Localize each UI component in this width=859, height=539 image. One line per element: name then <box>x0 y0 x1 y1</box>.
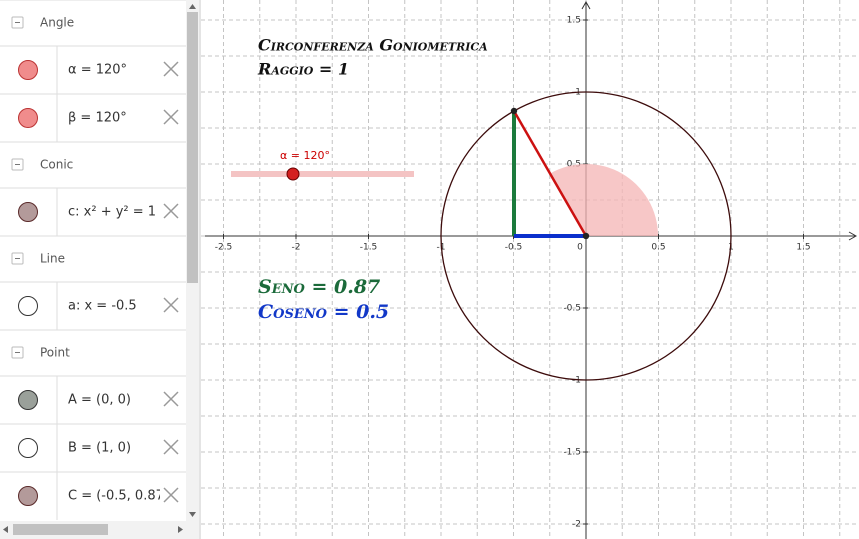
visibility-toggle[interactable] <box>18 438 38 458</box>
x-tick-label: -0.5 <box>505 243 523 253</box>
algebra-item[interactable]: c: x² + y² = 1 <box>68 205 156 220</box>
delete-button[interactable] <box>163 439 179 455</box>
slider-handle[interactable] <box>286 167 300 181</box>
algebra-item[interactable]: a: x = -0.5 <box>68 299 137 314</box>
y-tick-label: -2 <box>572 520 581 530</box>
x-tick-label: 1.5 <box>796 243 810 253</box>
delete-button[interactable] <box>163 109 179 125</box>
scroll-right[interactable] <box>178 526 183 533</box>
visibility-toggle[interactable] <box>18 486 38 506</box>
slider-label: α = 120° <box>280 149 330 162</box>
x-tick-label: 0 <box>577 243 583 253</box>
visibility-toggle[interactable] <box>18 108 38 128</box>
delete-button[interactable] <box>163 61 179 77</box>
algebra-item[interactable]: B = (1, 0) <box>68 441 131 456</box>
y-tick-label: -1.5 <box>563 448 581 458</box>
group-title: Angle <box>40 16 74 30</box>
delete-button[interactable] <box>163 487 179 503</box>
sine-text[interactable]: Seno = 0.87 <box>258 276 380 298</box>
scrollbar-thumb[interactable] <box>187 12 198 283</box>
y-tick-label: 0.5 <box>567 160 581 170</box>
group-title: Point <box>40 346 70 360</box>
x-tick-label: -1.5 <box>360 243 378 253</box>
point-c[interactable] <box>510 107 518 115</box>
point-a[interactable] <box>582 232 590 240</box>
scroll-down[interactable] <box>189 512 196 517</box>
group-title: Line <box>40 252 65 266</box>
visibility-toggle[interactable] <box>18 390 38 410</box>
delete-button[interactable] <box>163 297 179 313</box>
scroll-up[interactable] <box>189 4 196 9</box>
grid <box>201 0 859 539</box>
radius-text[interactable]: Raggio = 1 <box>257 60 349 79</box>
radius-segment[interactable] <box>512 110 588 237</box>
y-tick-label: -1 <box>572 376 581 386</box>
cosine-text[interactable]: Coseno = 0.5 <box>258 301 389 323</box>
delete-button[interactable] <box>163 203 179 219</box>
algebra-item[interactable]: β = 120° <box>68 111 127 126</box>
hscrollbar-thumb[interactable] <box>13 524 108 535</box>
y-tick-label: -0.5 <box>563 304 581 314</box>
scroll-left[interactable] <box>3 526 8 533</box>
circle[interactable] <box>440 91 732 381</box>
algebra-item[interactable]: C = (-0.5, 0.87) <box>68 489 169 504</box>
algebra-item[interactable]: A = (0, 0) <box>68 393 131 408</box>
y-tick-label: 1.5 <box>567 16 581 26</box>
x-tick-label: -2.5 <box>215 243 233 253</box>
x-axis-arrow <box>848 231 858 241</box>
y-axis-arrow <box>581 0 591 10</box>
visibility-toggle[interactable] <box>18 202 38 222</box>
group-title: Conic <box>40 158 73 172</box>
visibility-toggle[interactable] <box>18 60 38 80</box>
algebra-list: Angle α = 120° β = 120° Conic c: x² + y² = 1… <box>0 0 186 520</box>
x-tick-label: 0.5 <box>651 243 665 253</box>
algebra-item[interactable]: α = 120° <box>68 63 127 78</box>
x-tick-label: -2 <box>292 243 301 253</box>
visibility-toggle[interactable] <box>18 296 38 316</box>
title-text[interactable]: Circonferenza Goniometrica <box>258 36 488 55</box>
delete-button[interactable] <box>163 391 179 407</box>
